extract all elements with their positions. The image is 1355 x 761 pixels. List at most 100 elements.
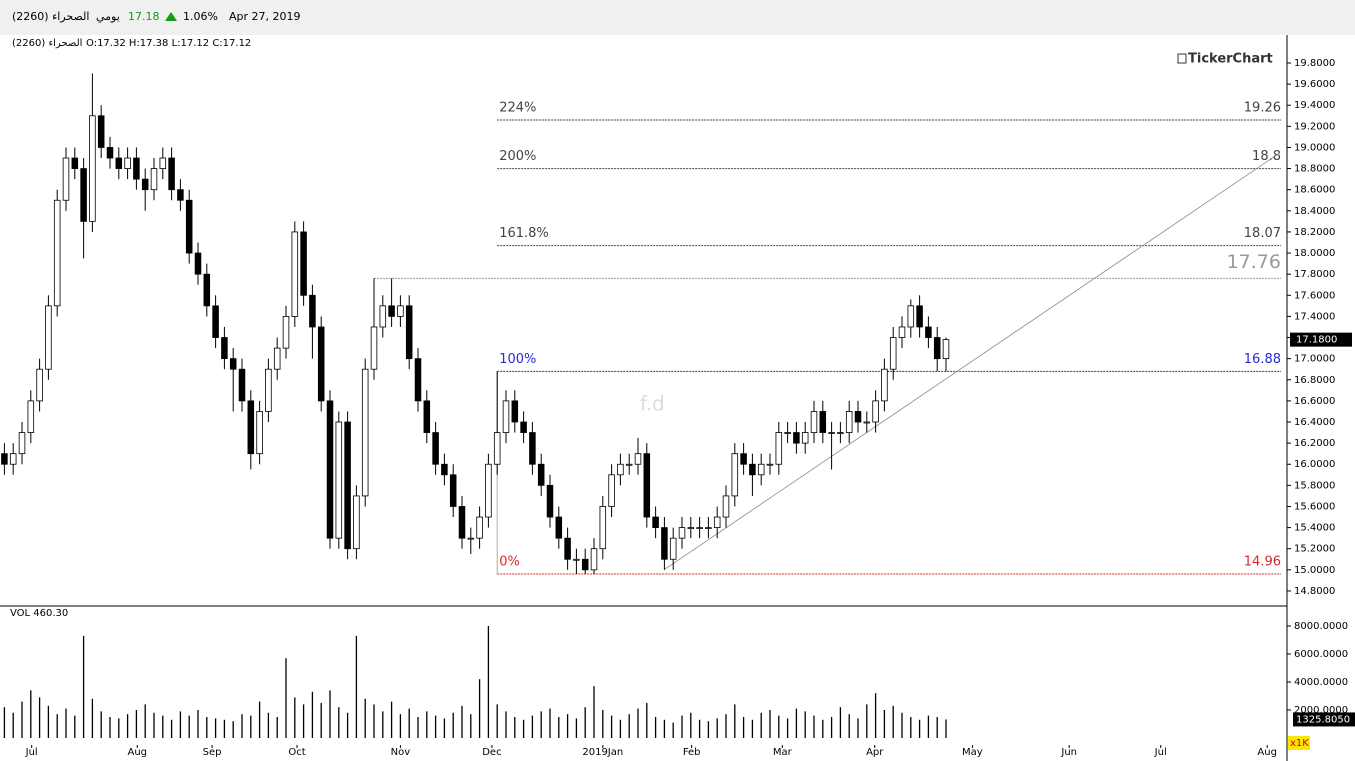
candle-body bbox=[282, 316, 290, 349]
candle-body bbox=[608, 474, 615, 507]
candle-body bbox=[564, 537, 571, 560]
y-tick-label: 18.0000 bbox=[1294, 248, 1335, 259]
candle-body bbox=[854, 411, 862, 423]
candle-body bbox=[573, 558, 580, 561]
candle-body bbox=[449, 474, 457, 507]
fib-value: 14.96 bbox=[1244, 555, 1281, 570]
fib-value: 19.26 bbox=[1244, 101, 1281, 116]
x-tick-label: Sep bbox=[203, 747, 222, 758]
candle-body bbox=[326, 400, 334, 539]
candle-body bbox=[80, 168, 87, 222]
volume-label: VOL 460.30 bbox=[10, 608, 68, 619]
candle-body bbox=[1, 453, 8, 465]
candle-body bbox=[265, 368, 272, 412]
candle-body bbox=[203, 273, 211, 307]
candle-body bbox=[185, 199, 193, 254]
x-tick-label: 2019Jan bbox=[582, 747, 623, 758]
y-tick-label: 15.2000 bbox=[1294, 544, 1335, 555]
y-tick-label: 6000.0000 bbox=[1294, 649, 1348, 660]
y-tick-label: 16.8000 bbox=[1294, 375, 1335, 386]
y-tick-label: 18.6000 bbox=[1294, 185, 1335, 196]
candle-body bbox=[309, 294, 316, 328]
y-tick-label: 19.8000 bbox=[1294, 58, 1335, 69]
candle-body bbox=[634, 453, 642, 465]
candle-body bbox=[291, 231, 299, 317]
candle-body bbox=[36, 368, 43, 402]
candle-body bbox=[819, 411, 827, 433]
candle-body bbox=[53, 199, 61, 307]
x-tick-label: Jul bbox=[1154, 747, 1167, 758]
candle-body bbox=[661, 527, 668, 560]
last-price: 17.18 bbox=[128, 10, 160, 23]
volume-unit: x1K bbox=[1290, 738, 1309, 749]
watermark: f.d bbox=[640, 392, 665, 416]
y-tick-label: 19.4000 bbox=[1294, 100, 1335, 111]
candle-body bbox=[669, 537, 677, 560]
y-tick-label: 19.2000 bbox=[1294, 121, 1335, 132]
candle-body bbox=[705, 527, 712, 529]
y-tick-label: 17.0000 bbox=[1294, 354, 1335, 365]
candle-body bbox=[713, 516, 721, 528]
candle-body bbox=[652, 516, 659, 528]
candle-body bbox=[696, 527, 703, 529]
y-tick-label: 17.8000 bbox=[1294, 269, 1335, 280]
x-tick-label: Dec bbox=[482, 747, 501, 758]
candle-body bbox=[194, 252, 202, 275]
candle-body bbox=[45, 305, 52, 370]
candle-body bbox=[872, 400, 879, 423]
candle-body bbox=[423, 400, 431, 433]
y-tick-label: 16.2000 bbox=[1294, 438, 1335, 449]
x-tick-label: Oct bbox=[288, 747, 305, 758]
trendline bbox=[663, 152, 1281, 571]
candle-body bbox=[511, 400, 519, 423]
last-volume-label: 1325.8050 bbox=[1296, 714, 1350, 725]
y-tick-label: 15.8000 bbox=[1294, 480, 1335, 491]
x-tick-label: Jul bbox=[25, 747, 38, 758]
candle-body bbox=[317, 326, 325, 402]
candle-body bbox=[828, 432, 835, 434]
y-tick-label: 15.4000 bbox=[1294, 523, 1335, 534]
candle-body bbox=[106, 147, 114, 159]
brand: TickerChart bbox=[1188, 52, 1273, 67]
candle-body bbox=[141, 178, 149, 191]
candle-body bbox=[115, 157, 123, 169]
candle-body bbox=[212, 305, 219, 338]
candle-body bbox=[546, 484, 554, 518]
candle-body bbox=[238, 368, 246, 402]
candle-body bbox=[643, 453, 651, 518]
candle-body bbox=[247, 400, 255, 455]
candle-body bbox=[397, 305, 404, 317]
fib-label: 161.8% bbox=[499, 226, 549, 241]
y-tick-label: 15.0000 bbox=[1294, 565, 1335, 576]
x-tick-label: Nov bbox=[391, 747, 411, 758]
logo-icon bbox=[1177, 53, 1187, 64]
candle-body bbox=[458, 506, 466, 539]
y-tick-label: 19.0000 bbox=[1294, 142, 1335, 153]
candle-body bbox=[502, 400, 510, 433]
y-tick-label: 16.6000 bbox=[1294, 396, 1335, 407]
candle-body bbox=[617, 463, 624, 476]
candle-body bbox=[405, 305, 413, 360]
candle-body bbox=[335, 421, 343, 539]
fib-value: 18.07 bbox=[1244, 226, 1281, 241]
candle-body bbox=[731, 453, 739, 497]
x-tick-label: Aug bbox=[128, 747, 148, 758]
x-tick-label: May bbox=[962, 747, 983, 758]
candle-body bbox=[678, 527, 686, 539]
candle-body bbox=[353, 495, 360, 550]
last-price-label: 17.1800 bbox=[1296, 335, 1337, 346]
candle-body bbox=[749, 463, 756, 476]
candle-body bbox=[625, 463, 633, 466]
candle-body bbox=[599, 506, 607, 550]
candle-body bbox=[159, 157, 167, 169]
x-tick-label: Apr bbox=[866, 747, 884, 758]
candle-body bbox=[537, 463, 545, 486]
candle-body bbox=[845, 411, 853, 433]
x-tick-label: Feb bbox=[683, 747, 701, 758]
candle-body bbox=[177, 189, 184, 201]
candle-body bbox=[361, 368, 369, 497]
change: 1.06% bbox=[183, 10, 218, 23]
y-tick-label: 18.8000 bbox=[1294, 164, 1335, 175]
candle-body bbox=[520, 421, 527, 433]
